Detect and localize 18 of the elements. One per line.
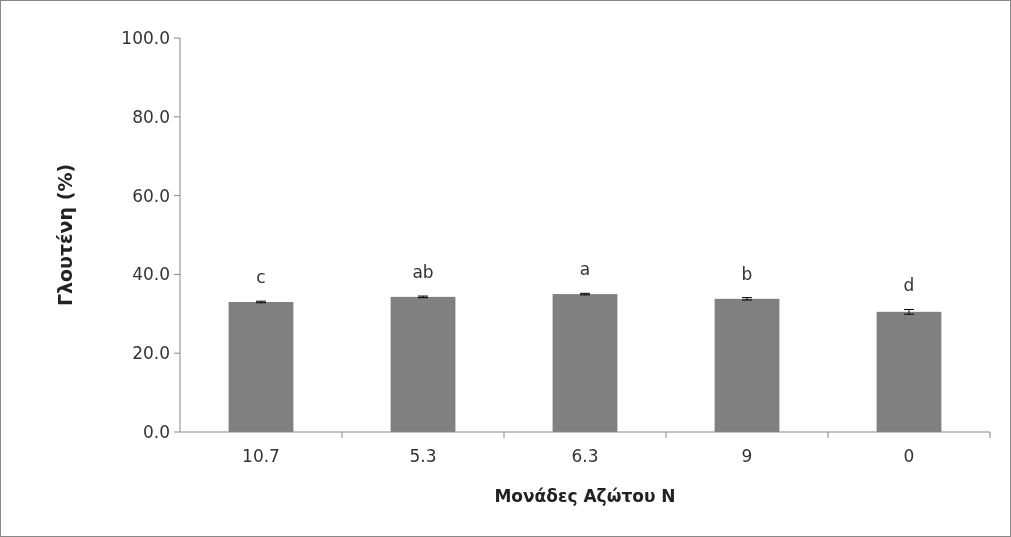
y-tick-label: 60.0 <box>132 185 170 206</box>
x-tick-label: 5.3 <box>409 446 437 466</box>
x-tick-label: 6.3 <box>571 446 599 466</box>
annotation: d <box>903 275 915 296</box>
y-tick-label: 40.0 <box>132 264 170 285</box>
x-tick-label: 9 <box>741 446 753 466</box>
x-tick-label: 0 <box>903 446 915 466</box>
y-axis-title: Γλουτένη (%) <box>54 163 76 307</box>
x-tick-label: 10.7 <box>242 446 280 466</box>
annotation: a <box>579 259 591 280</box>
x-axis-title: Μονάδες Αζώτου Ν <box>494 486 676 506</box>
annotation: ab <box>412 262 434 283</box>
annotation: b <box>741 263 753 284</box>
y-tick-label: 80.0 <box>132 106 170 127</box>
y-tick-label: 0.0 <box>142 421 170 442</box>
y-tick-label: 20.0 <box>132 343 170 364</box>
annotation: c <box>256 267 266 288</box>
y-tick-label: 100.0 <box>121 27 170 48</box>
